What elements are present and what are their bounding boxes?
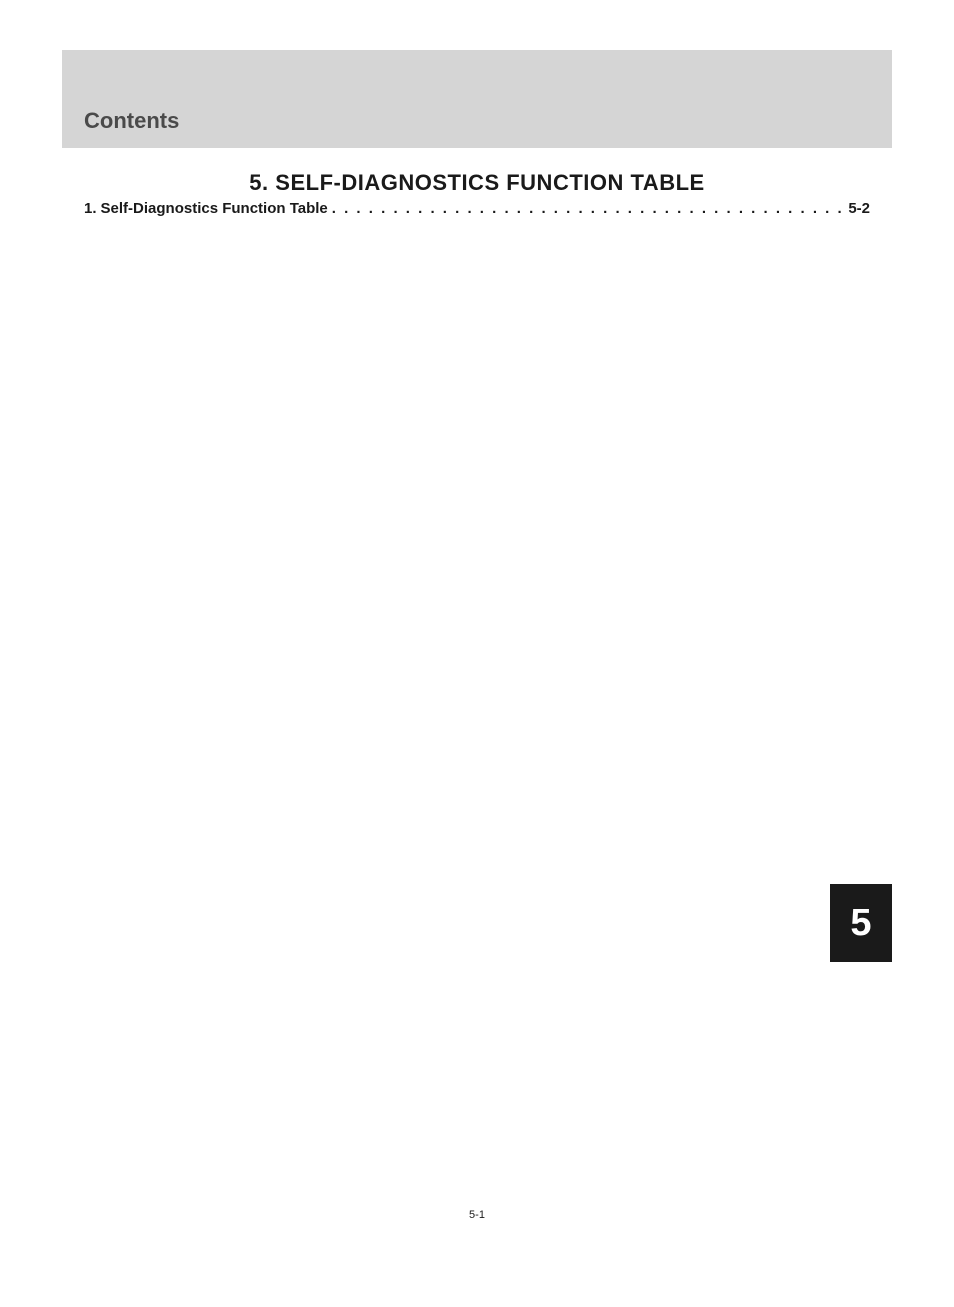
- footer-page-number: 5-1: [0, 1209, 954, 1221]
- chapter-title-text: SELF-DIAGNOSTICS FUNCTION TABLE: [275, 170, 704, 195]
- document-page: Contents 5. SELF-DIAGNOSTICS FUNCTION TA…: [0, 0, 954, 1307]
- toc-entry-label: Self-Diagnostics Function Table: [101, 200, 328, 217]
- toc-entry-number: 1.: [84, 200, 97, 217]
- toc-entry-page: 5-2: [848, 200, 870, 217]
- chapter-title: 5. SELF-DIAGNOSTICS FUNCTION TABLE: [0, 170, 954, 196]
- contents-heading: Contents: [84, 108, 179, 134]
- toc-entry: 1. Self-Diagnostics Function Table 5-2: [84, 200, 870, 217]
- contents-header-band: Contents: [62, 50, 892, 148]
- toc-leader-dots: [328, 200, 849, 217]
- chapter-tab-number: 5: [850, 902, 871, 945]
- chapter-tab: 5: [830, 884, 892, 962]
- chapter-number: 5.: [249, 170, 268, 195]
